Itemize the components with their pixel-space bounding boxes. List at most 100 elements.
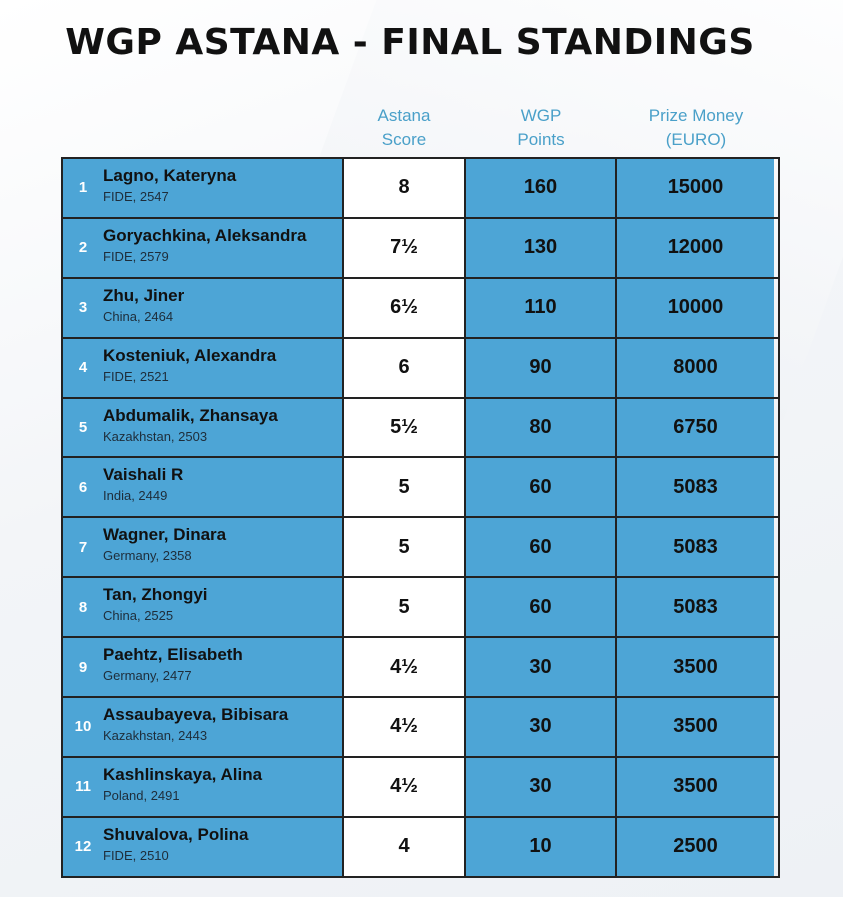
player-name: Wagner, Dinara [103, 525, 227, 545]
prize-cell: 3500 [617, 638, 774, 697]
prize-cell: 8000 [617, 338, 774, 397]
rank: 1 [78, 179, 88, 197]
player-name: Assaubayeva, Bibisara [103, 705, 289, 725]
rank: 6 [78, 478, 88, 496]
prize-money: 5083 [673, 595, 718, 618]
prize-cell: 2500 [617, 817, 774, 876]
page-title: WGP ASTANA - FINAL STANDINGS [65, 22, 755, 63]
header-line: WGP [520, 106, 562, 125]
player-cell: 4 Kosteniuk, Alexandra FIDE, 2521 [63, 338, 344, 397]
header-line: Astana [377, 106, 431, 125]
player-federation-rating: FIDE, 2579 [103, 248, 169, 264]
table-row: 7 Wagner, Dinara Germany, 2358 5 60 5083 [63, 518, 778, 579]
rank: 10 [74, 718, 92, 736]
player-federation-rating: Poland, 2491 [103, 787, 180, 803]
player-info: Kashlinskaya, Alina Poland, 2491 [103, 764, 262, 806]
table-row: 1 Lagno, Kateryna FIDE, 2547 8 160 15000 [63, 157, 778, 219]
player-federation-rating: Germany, 2358 [103, 548, 192, 564]
player-cell: 9 Paehtz, Elisabeth Germany, 2477 [63, 638, 344, 697]
score-cell: 8 [344, 159, 466, 217]
table-row: 3 Zhu, Jiner China, 2464 6½ 110 10000 [63, 278, 778, 339]
rank: 2 [78, 239, 88, 257]
player-cell: 7 Wagner, Dinara Germany, 2358 [63, 518, 344, 577]
astana-score: 4½ [390, 655, 418, 678]
wgp-points: 90 [529, 356, 552, 379]
header-wgp-points: WGP Points [466, 104, 616, 152]
player-cell: 11 Kashlinskaya, Alina Poland, 2491 [63, 757, 344, 816]
prize-money: 2500 [673, 835, 718, 858]
table-row: 8 Tan, Zhongyi China, 2525 5 60 5083 [63, 578, 778, 639]
points-cell: 80 [466, 398, 617, 457]
player-federation-rating: FIDE, 2521 [103, 368, 169, 384]
points-cell: 60 [466, 578, 617, 637]
score-cell: 5½ [344, 398, 466, 457]
standings-table: 1 Lagno, Kateryna FIDE, 2547 8 160 15000 2 Gory… [61, 157, 780, 878]
table-row: 4 Kosteniuk, Alexandra FIDE, 2521 6 90 8000 [63, 338, 778, 399]
player-federation-rating: FIDE, 2547 [103, 189, 169, 204]
player-federation-rating: FIDE, 2510 [103, 847, 169, 863]
rank: 12 [74, 838, 92, 856]
score-cell: 6½ [344, 278, 466, 337]
rank: 7 [78, 538, 88, 556]
prize-money: 12000 [667, 236, 724, 259]
rank: 3 [78, 299, 88, 317]
prize-cell: 15000 [617, 159, 774, 217]
prize-cell: 12000 [617, 218, 774, 277]
wgp-points: 110 [524, 296, 557, 319]
player-cell: 1 Lagno, Kateryna FIDE, 2547 [63, 159, 344, 217]
player-name: Lagno, Kateryna [103, 166, 237, 185]
prize-money: 5083 [673, 535, 718, 558]
points-cell: 130 [466, 218, 617, 277]
points-cell: 110 [466, 278, 617, 337]
astana-score: 4 [398, 835, 410, 858]
prize-cell: 6750 [617, 398, 774, 457]
wgp-points: 130 [523, 236, 558, 259]
prize-cell: 3500 [617, 698, 774, 756]
astana-score: 5 [398, 595, 410, 618]
table-row: 12 Shuvalova, Polina FIDE, 2510 4 10 2500 [63, 817, 778, 878]
astana-score: 8 [398, 176, 410, 199]
score-cell: 7½ [344, 218, 466, 277]
astana-score: 4½ [390, 775, 418, 798]
player-info: Tan, Zhongyi China, 2525 [103, 584, 208, 626]
player-federation-rating: Kazakhstan, 2503 [103, 428, 208, 444]
player-name: Tan, Zhongyi [103, 585, 208, 605]
wgp-points: 10 [529, 835, 552, 858]
score-cell: 4½ [344, 698, 466, 756]
score-cell: 4½ [344, 638, 466, 697]
astana-score: 5 [398, 535, 410, 558]
player-cell: 5 Abdumalik, Zhansaya Kazakhstan, 2503 [63, 398, 344, 457]
rank: 11 [75, 778, 91, 796]
astana-score: 4½ [390, 715, 418, 738]
table-row: 2 Goryachkina, Aleksandra FIDE, 2579 7½ 130 1… [63, 218, 778, 279]
astana-score: 5 [398, 475, 410, 498]
prize-cell: 3500 [617, 757, 774, 816]
rank: 5 [78, 419, 88, 436]
player-cell: 6 Vaishali R India, 2449 [63, 458, 344, 517]
player-info: Zhu, Jiner China, 2464 [103, 285, 184, 327]
header-line: Score [381, 130, 427, 149]
wgp-points: 60 [529, 475, 552, 498]
player-federation-rating: China, 2525 [103, 608, 174, 624]
prize-money: 5083 [673, 475, 718, 498]
prize-money: 3500 [673, 775, 718, 798]
prize-money: 10000 [667, 296, 724, 319]
score-cell: 5 [344, 458, 466, 517]
prize-money: 6750 [673, 416, 718, 438]
points-cell: 30 [466, 638, 617, 697]
player-federation-rating: Kazakhstan, 2443 [103, 728, 208, 744]
wgp-points: 60 [529, 595, 552, 618]
table-row: 6 Vaishali R India, 2449 5 60 5083 [63, 458, 778, 519]
prize-cell: 5083 [617, 578, 774, 637]
player-name: Vaishali R [103, 465, 184, 485]
points-cell: 60 [466, 458, 617, 517]
player-federation-rating: Germany, 2477 [103, 668, 192, 684]
player-info: Vaishali R India, 2449 [103, 464, 183, 506]
player-cell: 10 Assaubayeva, Bibisara Kazakhstan, 2443 [63, 698, 344, 756]
rank: 4 [78, 359, 88, 377]
points-cell: 10 [466, 817, 617, 876]
wgp-points: 80 [529, 416, 552, 438]
player-info: Kosteniuk, Alexandra FIDE, 2521 [103, 345, 276, 387]
prize-money: 8000 [673, 356, 718, 379]
header-line: Prize Money [648, 106, 744, 125]
